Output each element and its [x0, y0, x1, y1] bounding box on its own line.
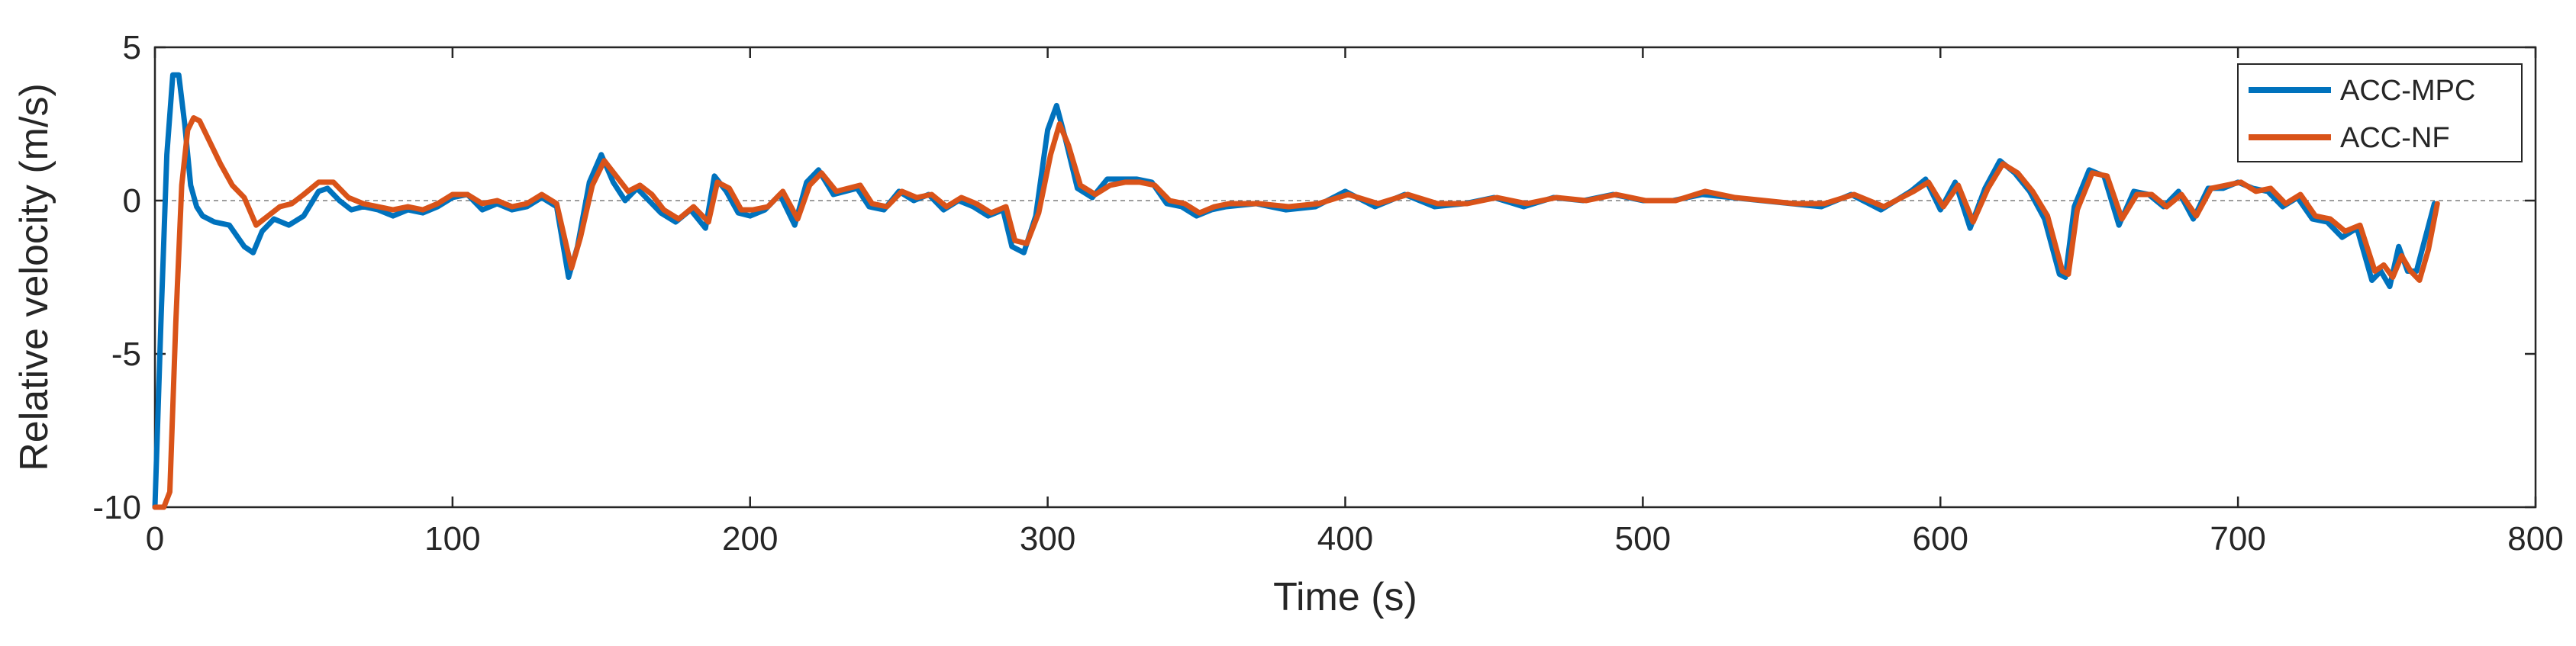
x-tick-label-200: 200	[722, 520, 778, 558]
x-axis: 0 100 200 300 400 500 600 700 800	[146, 47, 2564, 558]
x-tick-label-600: 600	[1913, 520, 1968, 558]
y-tick-label--5: -5	[111, 336, 141, 373]
legend: ACC-MPC ACC-NF	[2237, 63, 2523, 162]
x-tick-label-500: 500	[1615, 520, 1671, 558]
series-line-acc-nf	[152, 115, 2440, 510]
y-tick-label--10: -10	[92, 489, 141, 526]
x-tick-label-0: 0	[146, 520, 164, 558]
x-tick-label-300: 300	[1020, 520, 1075, 558]
x-axis-label: Time (s)	[1273, 575, 1417, 619]
y-axis-label: Relative velocity (m/s)	[12, 83, 56, 471]
y-axis: -10 -5 0 5	[92, 29, 2536, 526]
x-tick-label-800: 800	[2507, 520, 2563, 558]
x-tick-label-700: 700	[2210, 520, 2265, 558]
legend-label-acc-mpc: ACC-MPC	[2340, 75, 2475, 107]
y-tick-label-0: 0	[123, 182, 141, 220]
x-tick-label-100: 100	[424, 520, 480, 558]
x-tick-label-400: 400	[1317, 520, 1373, 558]
y-tick-label-5: 5	[123, 29, 141, 66]
legend-label-acc-nf: ACC-NF	[2340, 122, 2450, 154]
legend-box	[2237, 63, 2523, 162]
plot-area	[153, 46, 2537, 509]
series-layer	[152, 72, 2440, 510]
